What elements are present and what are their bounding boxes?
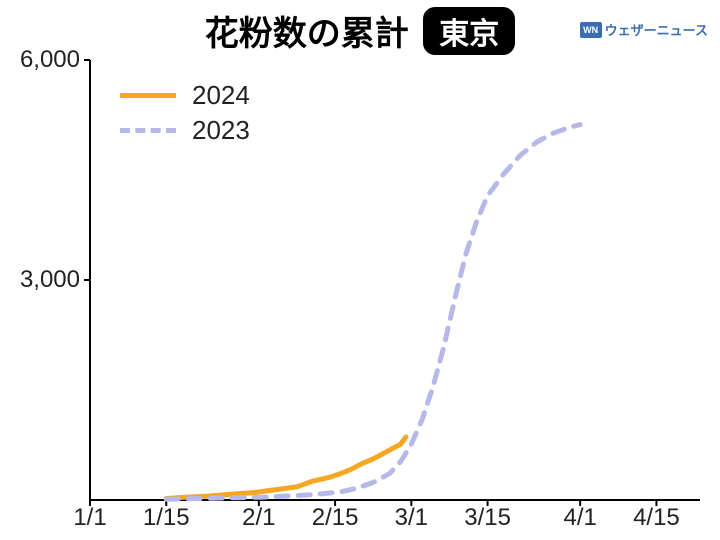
x-tick-label: 4/1 bbox=[563, 504, 596, 532]
legend-swatch bbox=[120, 128, 176, 133]
legend-item: 2024 bbox=[120, 80, 250, 111]
brand-text: ウェザーニュース bbox=[605, 20, 708, 39]
location-badge: 東京 bbox=[423, 7, 515, 55]
y-tick-label: 3,000 bbox=[10, 266, 80, 294]
brand-icon: WN bbox=[580, 22, 602, 38]
chart-title: 花粉数の累計 bbox=[205, 6, 409, 55]
brand-logo: WN ウェザーニュース bbox=[580, 20, 708, 39]
x-tick-label: 3/1 bbox=[395, 504, 428, 532]
x-tick-label: 3/15 bbox=[464, 504, 511, 532]
series-2023 bbox=[166, 125, 580, 500]
x-tick-label: 2/1 bbox=[242, 504, 275, 532]
x-tick-label: 2/15 bbox=[312, 504, 359, 532]
chart-legend: 2024 2023 bbox=[120, 80, 250, 150]
pollen-chart bbox=[0, 50, 720, 540]
legend-label: 2024 bbox=[192, 80, 250, 111]
legend-item: 2023 bbox=[120, 115, 250, 146]
y-tick-label: 6,000 bbox=[10, 46, 80, 74]
legend-swatch bbox=[120, 93, 176, 98]
x-tick-label: 1/1 bbox=[73, 504, 106, 532]
series-2024 bbox=[166, 437, 406, 499]
x-tick-label: 4/15 bbox=[633, 504, 680, 532]
legend-label: 2023 bbox=[192, 115, 250, 146]
x-tick-label: 1/15 bbox=[143, 504, 190, 532]
